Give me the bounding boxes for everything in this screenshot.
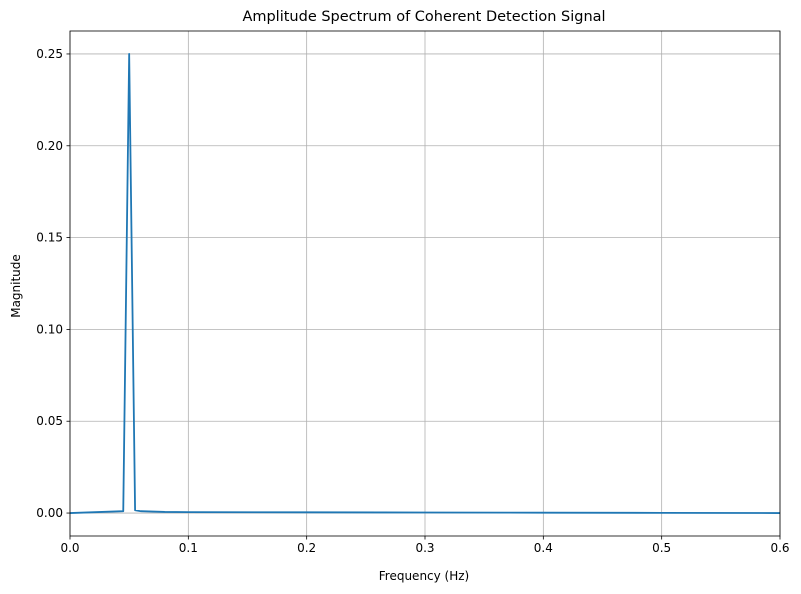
chart-title: Amplitude Spectrum of Coherent Detection… [242, 9, 605, 25]
y-axis-label: Magnitude [9, 254, 23, 318]
x-tick-label: 0.5 [652, 541, 671, 555]
x-tick-label: 0.3 [415, 541, 434, 555]
x-tick-label: 0.4 [534, 541, 553, 555]
x-tick-label: 0.1 [179, 541, 198, 555]
x-tick-label: 0.6 [770, 541, 789, 555]
x-axis-label: Frequency (Hz) [379, 569, 470, 583]
x-tick-label: 0.2 [297, 541, 316, 555]
y-tick-label: 0.05 [36, 414, 63, 428]
series-layer [70, 53, 780, 514]
y-tick-label: 0.10 [36, 322, 63, 336]
grid-layer [69, 31, 781, 536]
ticks-layer: 0.0 0.1 0.2 0.3 0.4 0.5 0.6 0.00 0.05 0.10 0.15 0.2… [36, 47, 789, 555]
y-tick-label: 0.25 [36, 47, 63, 61]
y-tick-label: 0.20 [36, 139, 63, 153]
y-tick-label: 0.15 [36, 231, 63, 245]
spectrum-series-line [70, 53, 780, 514]
x-tick-label: 0.0 [60, 541, 79, 555]
y-tick-label: 0.00 [36, 506, 63, 520]
